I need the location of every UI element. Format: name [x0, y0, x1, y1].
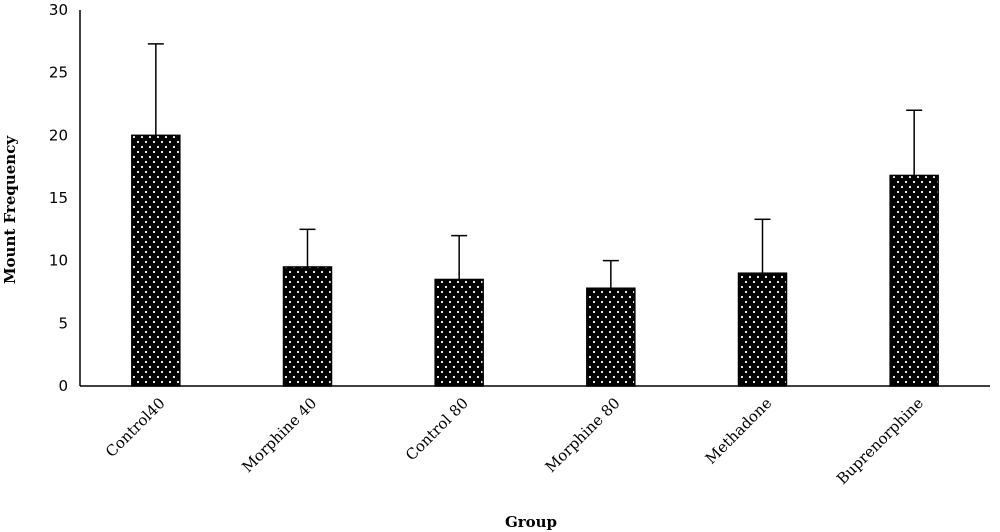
x-tick-label: Control40: [102, 394, 169, 461]
x-axis-title: Group: [505, 513, 557, 531]
y-tick-labels: 0 5 10 15 20 25 30: [49, 1, 68, 395]
x-tick-label: Morphine 40: [238, 394, 320, 476]
y-tick-label: 15: [49, 189, 68, 207]
x-tick-label: Control 80: [402, 394, 472, 464]
y-axis-title: Mount Frequency: [1, 135, 19, 284]
x-tick-label: Buprenorphine: [833, 394, 927, 488]
bar: [889, 174, 939, 387]
x-tick-labels: Control40 Morphine 40 Control 80 Morphine 8…: [102, 394, 927, 488]
bar: [434, 278, 484, 387]
error-bars: [147, 43, 923, 289]
bar: [737, 272, 788, 387]
bar: [282, 266, 333, 387]
y-tick-label: 10: [49, 252, 68, 270]
x-tick-label: Methadone: [702, 394, 776, 468]
y-tick-label: 30: [49, 1, 68, 19]
bar: [586, 287, 636, 387]
y-tick-label: 25: [49, 64, 68, 82]
x-tick-label: Morphine 80: [542, 394, 624, 476]
bar: [131, 134, 181, 387]
y-tick-label: 0: [58, 377, 68, 395]
y-tick-label: 20: [49, 126, 68, 144]
y-tick-label: 5: [58, 314, 68, 332]
bars: [131, 134, 939, 387]
